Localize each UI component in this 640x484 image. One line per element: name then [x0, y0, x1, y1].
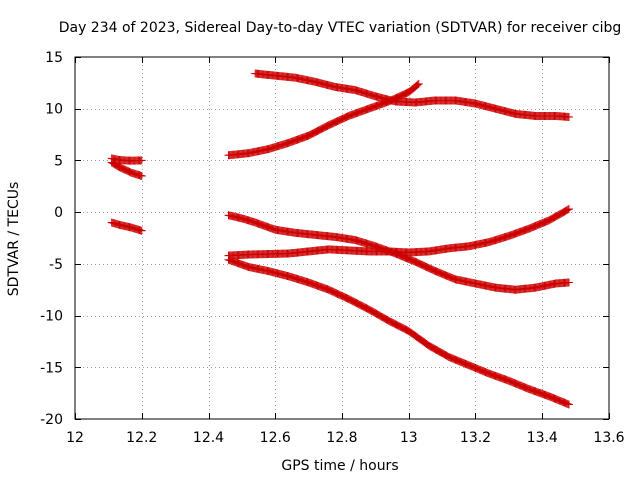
x-tick-label: 12.4 — [193, 430, 224, 446]
data-point — [564, 205, 573, 214]
x-tick-label: 12.2 — [126, 430, 157, 446]
x-tick-label: 13.4 — [527, 430, 558, 446]
data-markers — [107, 69, 573, 409]
series-arc-h — [224, 255, 573, 409]
x-tick-label: 13.2 — [460, 430, 491, 446]
x-tick-label: 13.6 — [593, 430, 624, 446]
series-arc-f — [224, 211, 573, 294]
x-axis-label: GPS time / hours — [281, 458, 398, 474]
y-tick-label: -15 — [40, 360, 63, 376]
chart-title: Day 234 of 2023, Sidereal Day-to-day VTE… — [59, 20, 622, 36]
y-tick-label: 0 — [54, 205, 63, 221]
x-tick-label: 12.6 — [260, 430, 291, 446]
data-point — [564, 112, 573, 121]
data-point — [413, 80, 422, 89]
data-point — [414, 79, 423, 88]
data-point — [564, 278, 573, 287]
series-arc-g — [224, 205, 573, 260]
data-point — [137, 171, 146, 180]
data-point — [137, 156, 146, 165]
y-tick-label: -20 — [40, 412, 63, 428]
y-tick-label: 5 — [54, 153, 63, 169]
series-arc-d — [251, 69, 573, 121]
y-tick-label: -5 — [49, 257, 63, 273]
data-point — [563, 205, 572, 214]
y-tick-label: 15 — [45, 50, 63, 66]
data-point — [564, 400, 573, 409]
y-axis-label: SDTVAR / TECUs — [6, 182, 22, 297]
plot-frame — [74, 56, 610, 420]
data-point — [137, 226, 146, 235]
y-tick-label: 10 — [45, 102, 63, 118]
x-tick-labels: 12 12.2 12.4 12.6 12.8 13 13.2 13.4 13.6 — [66, 430, 625, 446]
x-tick-label: 12.8 — [326, 430, 357, 446]
series-arc-c — [107, 218, 146, 235]
series-arc-b — [107, 158, 146, 180]
x-tick-label: 12 — [66, 430, 84, 446]
series-arc-e — [224, 79, 423, 160]
y-tick-label: -10 — [40, 309, 63, 325]
axis-ticks — [75, 57, 610, 420]
y-tick-labels: -20 -15 -10 -5 0 5 10 15 — [40, 50, 63, 428]
x-tick-label: 13 — [400, 430, 418, 446]
